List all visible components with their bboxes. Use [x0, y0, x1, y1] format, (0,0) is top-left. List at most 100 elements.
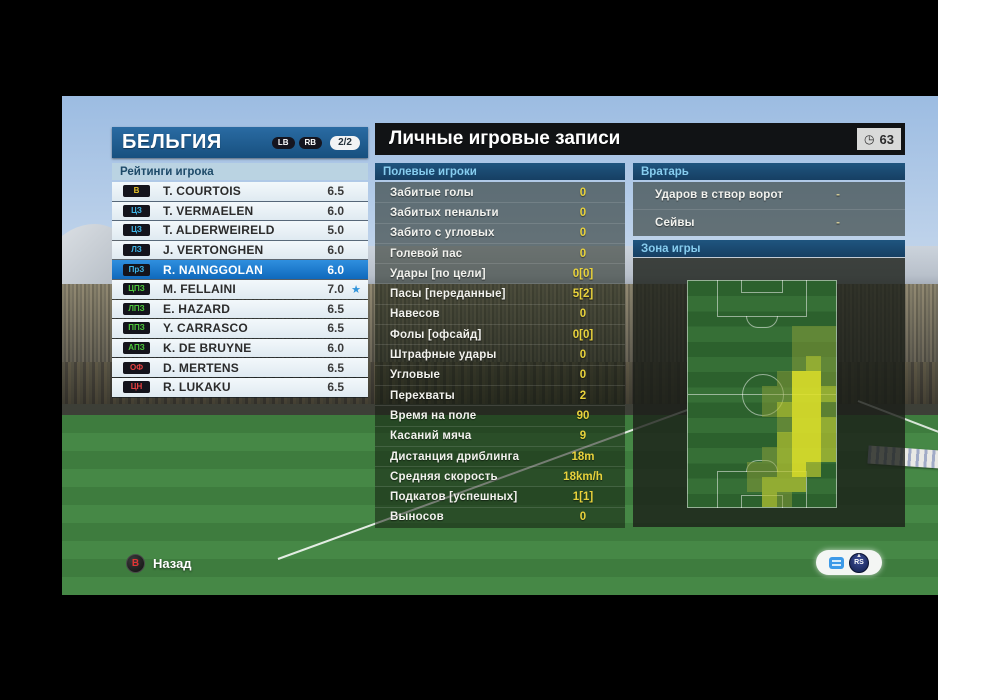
- player-row[interactable]: ЦН R. LUKAKU 6.5: [112, 377, 368, 397]
- heat-cell: [718, 402, 733, 417]
- heat-cell: [806, 281, 821, 296]
- rb-button-icon[interactable]: RB: [298, 136, 323, 149]
- stat-value: 9: [579, 430, 587, 443]
- stat-label: Навесов: [390, 308, 440, 321]
- heat-cell: [776, 386, 792, 402]
- heat-cell: [703, 447, 718, 462]
- lb-button-icon[interactable]: LB: [271, 136, 295, 149]
- heat-cell: [762, 386, 777, 402]
- heat-cell: [732, 462, 747, 477]
- heat-cell: [747, 476, 762, 492]
- heat-cell: [718, 462, 733, 477]
- stat-label: Забито с угловых: [390, 227, 495, 240]
- position-badge: ОФ: [123, 361, 150, 374]
- player-name: T. VERMAELEN: [163, 203, 254, 218]
- heat-cell: [806, 492, 821, 507]
- b-button-icon[interactable]: B: [126, 554, 145, 573]
- heat-cell: [732, 326, 747, 341]
- player-row[interactable]: ПрЗ R. NAINGGOLAN 6.0: [112, 260, 368, 279]
- heat-cell: [762, 296, 777, 311]
- stat-row: Угловые 0: [375, 366, 625, 386]
- player-row[interactable]: ЦЗ T. VERMAELEN 6.0: [112, 201, 368, 221]
- player-rating: 6.0: [327, 203, 344, 218]
- heat-cell: [821, 296, 836, 311]
- heat-cell: [821, 446, 836, 462]
- heat-cell: [777, 281, 792, 296]
- heat-cell: [806, 356, 822, 372]
- position-badge: ЦЗ: [123, 204, 150, 217]
- player-row[interactable]: АПЗ K. DE BRUYNE 6.0: [112, 338, 368, 358]
- heat-cell: [791, 461, 807, 477]
- heat-cell: [776, 401, 792, 417]
- position-badge: ЛПЗ: [123, 302, 150, 315]
- heat-cell: [718, 341, 733, 356]
- player-rating: 6.5: [327, 301, 344, 316]
- heat-cell: [776, 371, 792, 387]
- chat-icon[interactable]: [829, 556, 844, 569]
- team-header: БЕЛЬГИЯ LB RB 2/2: [112, 127, 368, 158]
- player-row[interactable]: ОФ D. MERTENS 6.5: [112, 358, 368, 377]
- back-label: Назад: [153, 556, 192, 571]
- heat-cell: [806, 401, 822, 417]
- heat-cell: [806, 431, 822, 447]
- stat-row: Удары [по цели] 0[0]: [375, 264, 625, 285]
- heat-cell: [821, 492, 836, 507]
- team-title: БЕЛЬГИЯ: [122, 131, 222, 153]
- player-row[interactable]: В T. COURTOIS 6.5: [112, 182, 368, 201]
- heat-cell: [747, 296, 762, 311]
- ratings-header-bar: Рейтинги игрока: [112, 163, 368, 180]
- heat-cell: [688, 356, 703, 371]
- heat-cell: [747, 281, 762, 296]
- heat-cell: [776, 491, 792, 507]
- clock-icon: ◷: [864, 132, 875, 146]
- heat-cell: [688, 492, 703, 507]
- position-badge: ЛЗ: [123, 244, 150, 257]
- player-row[interactable]: ЦЗ T. ALDERWEIRELD 5.0: [112, 221, 368, 240]
- player-row[interactable]: ЦПЗ M. FELLAINI 7.0 ★: [112, 279, 368, 299]
- player-row[interactable]: ЛПЗ E. HAZARD 6.5: [112, 299, 368, 319]
- heat-cell: [747, 371, 762, 386]
- player-rating: 6.0: [327, 243, 344, 258]
- player-row[interactable]: ЛЗ J. VERTONGHEN 6.0: [112, 240, 368, 260]
- heat-cell: [688, 341, 703, 356]
- clock-value: 63: [879, 131, 894, 147]
- stat-value: 0: [579, 369, 587, 382]
- stat-value: 0: [579, 227, 587, 240]
- heat-cell: [747, 386, 762, 401]
- heat-cell: [732, 356, 747, 371]
- heat-cell: [776, 446, 792, 462]
- back-control[interactable]: B Назад: [126, 554, 192, 573]
- field-players-header: Полевые игроки: [383, 165, 477, 178]
- stat-row: Дистанция дриблинга 18m: [375, 447, 625, 468]
- player-row[interactable]: ППЗ Y. CARRASCO 6.5: [112, 319, 368, 338]
- player-rating: 6.0: [327, 262, 344, 277]
- player-list: В T. COURTOIS 6.5 ЦЗ T. VERMAELEN 6.0 ЦЗ…: [112, 182, 368, 398]
- heat-cell: [806, 477, 821, 492]
- player-rating: 7.0: [327, 282, 344, 297]
- heat-cell: [806, 326, 822, 342]
- heat-cell: [776, 476, 792, 492]
- heat-cell: [703, 402, 718, 417]
- stat-value: 1[1]: [572, 491, 594, 504]
- heat-cell: [703, 386, 718, 401]
- stat-label: Забитые голы: [390, 186, 474, 199]
- player-name: M. FELLAINI: [163, 282, 236, 297]
- right-stick-icon[interactable]: ▲ RS: [849, 552, 869, 573]
- heat-cell: [821, 401, 836, 417]
- heat-cell: [703, 432, 718, 447]
- heat-cell: [688, 371, 703, 386]
- stat-row: Пасы [переданные] 5[2]: [375, 284, 625, 305]
- heat-cell: [821, 356, 836, 372]
- heat-cell: [688, 477, 703, 492]
- stat-row: Ударов в створ ворот -: [633, 182, 905, 210]
- stat-label: Перехваты: [390, 389, 455, 402]
- star-icon: ★: [351, 283, 361, 296]
- stat-value: 0: [579, 511, 587, 524]
- heat-cell: [806, 341, 822, 357]
- heat-cell: [747, 311, 762, 326]
- records-title-bar: Личные игровые записи ◷ 63: [375, 123, 905, 155]
- ratings-header-label: Рейтинги игрока: [120, 165, 214, 178]
- stick-arrow-icon: ▲: [856, 552, 862, 559]
- stat-value: 0: [579, 186, 587, 199]
- goalkeeper-header: Вратарь: [641, 165, 689, 178]
